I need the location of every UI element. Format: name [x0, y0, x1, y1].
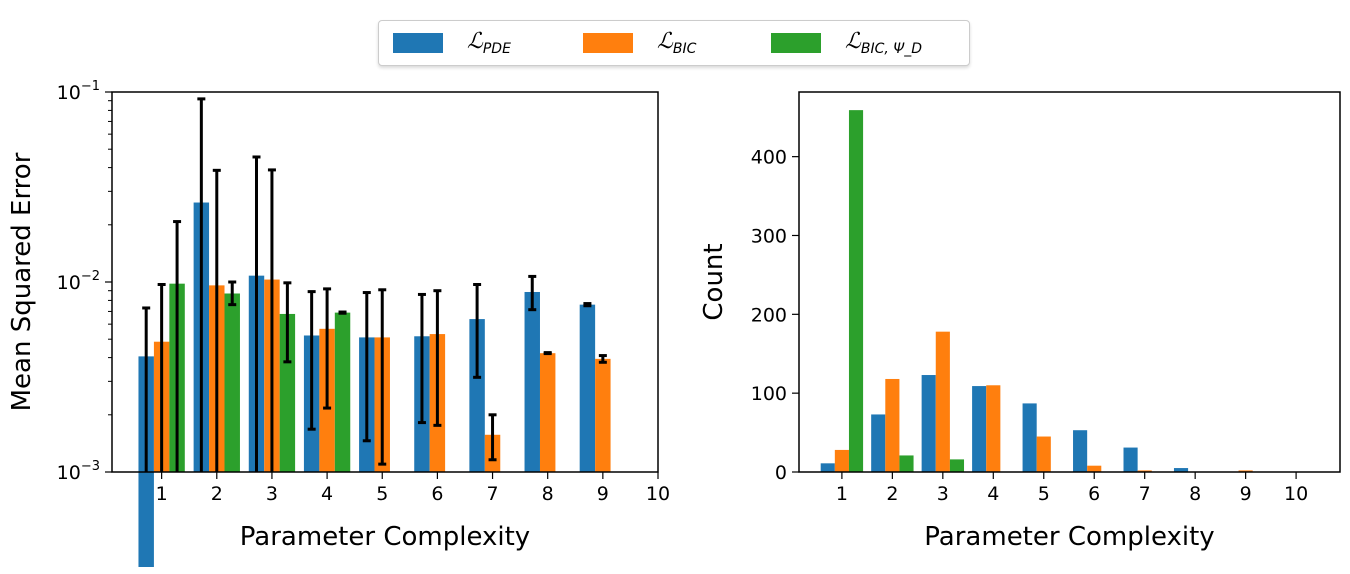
x-tick-label: 9: [597, 483, 609, 505]
axes-frame: [798, 91, 1341, 473]
y-tick-label: 100: [751, 383, 787, 405]
legend-label-bic: BIC: [672, 41, 697, 57]
bar: [1087, 465, 1102, 472]
y-tick-label: 10−1: [57, 79, 100, 104]
bar: [1123, 447, 1138, 472]
bar: [834, 449, 849, 472]
bar: [921, 375, 936, 472]
x-tick-label: 7: [1139, 483, 1151, 505]
y-tick-exponent: −2: [81, 269, 100, 284]
bar: [279, 313, 296, 472]
bar: [539, 353, 556, 472]
legend-symbol: ℒ: [845, 29, 861, 54]
y-axis-label: Count: [699, 243, 729, 320]
y-tick-label: 0: [775, 462, 787, 484]
y-tick-label: 400: [751, 147, 787, 169]
y-axis-label: Mean Squared Error: [7, 152, 37, 411]
bar: [334, 312, 351, 472]
x-tick-label: 6: [431, 483, 443, 505]
bar: [848, 110, 864, 472]
bar: [820, 463, 835, 472]
bar: [899, 455, 914, 472]
x-tick-label: 2: [211, 483, 223, 505]
y-tick-label: 200: [751, 304, 787, 326]
x-tick-label: 4: [987, 483, 999, 505]
x-tick-label: 8: [542, 483, 554, 505]
bar: [1173, 468, 1189, 472]
x-tick-label: 1: [836, 483, 848, 505]
y-tick-label: 10−2: [57, 269, 100, 294]
legend: ℒPDE ℒBIC ℒBIC, Ψ_D: [378, 20, 970, 66]
x-tick-label: 5: [376, 483, 388, 505]
legend-item-pde: ℒPDE: [393, 29, 511, 57]
bar: [524, 291, 540, 472]
legend-symbol: ℒ: [467, 29, 483, 54]
bar: [1022, 403, 1037, 472]
x-tick-label: 7: [486, 483, 498, 505]
x-tick-label: 9: [1240, 483, 1252, 505]
y-tick-base: 10: [57, 82, 81, 104]
x-tick-label: 8: [1189, 483, 1201, 505]
bar: [469, 319, 485, 472]
x-tick-label: 4: [321, 483, 333, 505]
x-tick-label: 3: [266, 483, 278, 505]
legend-swatch-bic-psi: [771, 33, 821, 53]
x-tick-label: 10: [1284, 483, 1308, 505]
bar: [1238, 470, 1253, 472]
legend-item-bic: ℒBIC: [583, 29, 696, 57]
bar: [972, 386, 987, 472]
bar: [1036, 436, 1051, 472]
x-tick-label: 10: [646, 483, 670, 505]
bar: [949, 459, 965, 472]
bar: [885, 378, 900, 472]
x-tick-label: 3: [937, 483, 949, 505]
legend-swatch-bic: [583, 33, 633, 53]
bar: [935, 331, 950, 472]
x-tick-label: 1: [156, 483, 168, 505]
bar: [986, 385, 1001, 472]
bar: [595, 358, 611, 472]
x-tick-label: 5: [1038, 483, 1050, 505]
y-tick-base: 10: [57, 462, 81, 484]
y-tick-label: 10−3: [57, 459, 100, 484]
legend-swatch-pde: [393, 33, 443, 53]
bar: [579, 304, 596, 472]
bar: [224, 293, 240, 472]
y-tick-exponent: −1: [81, 79, 100, 94]
bar: [871, 414, 886, 472]
x-tick-label: 2: [886, 483, 898, 505]
y-tick-label: 300: [751, 225, 787, 247]
legend-symbol: ℒ: [657, 29, 673, 54]
x-axis-label: Parameter Complexity: [924, 522, 1214, 552]
x-tick-label: 6: [1088, 483, 1100, 505]
bar: [1073, 430, 1088, 472]
x-axis-label: Parameter Complexity: [240, 522, 530, 552]
bar: [1137, 470, 1152, 472]
legend-item-bic-psi: ℒBIC, Ψ_D: [771, 29, 922, 57]
legend-label-bic-psi: BIC, Ψ_D: [860, 41, 923, 57]
y-tick-exponent: −3: [81, 459, 100, 474]
legend-label-pde: PDE: [482, 41, 511, 57]
y-tick-base: 10: [57, 272, 81, 294]
